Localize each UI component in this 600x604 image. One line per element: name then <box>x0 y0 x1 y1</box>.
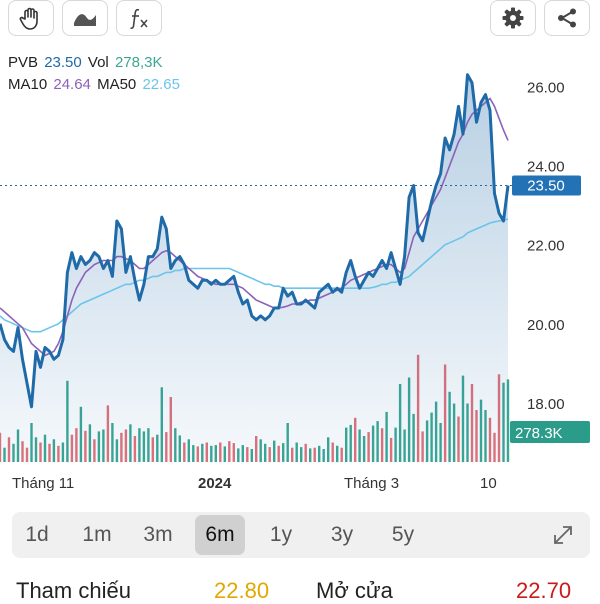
ref-label: Tham chiếu <box>16 578 131 603</box>
price-chart[interactable]: 26.00 24.00 22.00 20.00 18.00 Tháng 11 2024 Th… <box>0 0 600 500</box>
period-3y[interactable]: 3y <box>330 523 354 546</box>
price-line <box>0 73 510 409</box>
x-axis-label: Tháng 11 <box>12 475 74 492</box>
price-legend: PVB 23.50 Vol 278,3K <box>8 53 164 73</box>
price-area <box>0 74 508 463</box>
indicator-button[interactable] <box>116 0 162 36</box>
period-5y[interactable]: 5y <box>391 523 415 546</box>
y-tick-label: 22.00 <box>527 238 565 255</box>
hand-tool-button[interactable] <box>8 0 54 36</box>
last-volume-badge: 278.3K <box>510 421 590 443</box>
symbol-label: PVB <box>8 54 39 71</box>
y-tick-label: 24.00 <box>527 159 565 176</box>
x-axis-label: 2024 <box>198 475 232 492</box>
x-axis-label: 10 <box>480 475 497 492</box>
share-button[interactable] <box>544 0 590 36</box>
last-price-label: 23.50 <box>527 177 565 194</box>
expand-icon <box>554 526 572 544</box>
x-axis-label: Tháng 3 <box>344 475 399 492</box>
gear-icon <box>502 7 524 29</box>
hand-icon <box>19 7 38 30</box>
ma10-value: 24.64 <box>53 76 91 93</box>
period-3m[interactable]: 3m <box>143 523 173 546</box>
period-1d[interactable]: 1d <box>25 523 49 546</box>
ma10-line <box>0 97 509 357</box>
price-value: 23.50 <box>44 54 82 71</box>
vol-value: 278,3K <box>114 54 163 71</box>
ma50-line <box>0 218 509 333</box>
ma50-value: 22.65 <box>142 76 180 93</box>
y-tick-label: 20.00 <box>527 317 565 334</box>
settings-button[interactable] <box>490 0 536 36</box>
period-6m[interactable]: 6m <box>195 515 245 555</box>
fullscreen-button[interactable] <box>548 520 578 550</box>
open-value: 22.70 <box>516 578 572 603</box>
ma10-label: MA10 <box>8 76 48 93</box>
last-price-badge: 23.50 <box>512 175 581 196</box>
last-volume-label: 278.3K <box>515 425 563 442</box>
period-1y[interactable]: 1y <box>269 523 293 546</box>
open-label: Mở cửa <box>316 578 393 603</box>
ma50-label: MA50 <box>97 76 137 93</box>
period-selector <box>12 512 590 558</box>
y-tick-label: 18.00 <box>527 396 565 413</box>
y-tick-label: 26.00 <box>527 80 565 97</box>
period-1m[interactable]: 1m <box>82 523 112 546</box>
chart-style-button[interactable] <box>62 0 108 36</box>
wave-line-icon <box>74 14 96 26</box>
fx-icon <box>130 8 148 29</box>
vol-label: Vol <box>87 54 109 71</box>
share-icon <box>558 8 576 28</box>
ref-value: 22.80 <box>214 578 270 603</box>
ma-legend: MA10 24.64 MA50 22.65 <box>8 75 182 95</box>
